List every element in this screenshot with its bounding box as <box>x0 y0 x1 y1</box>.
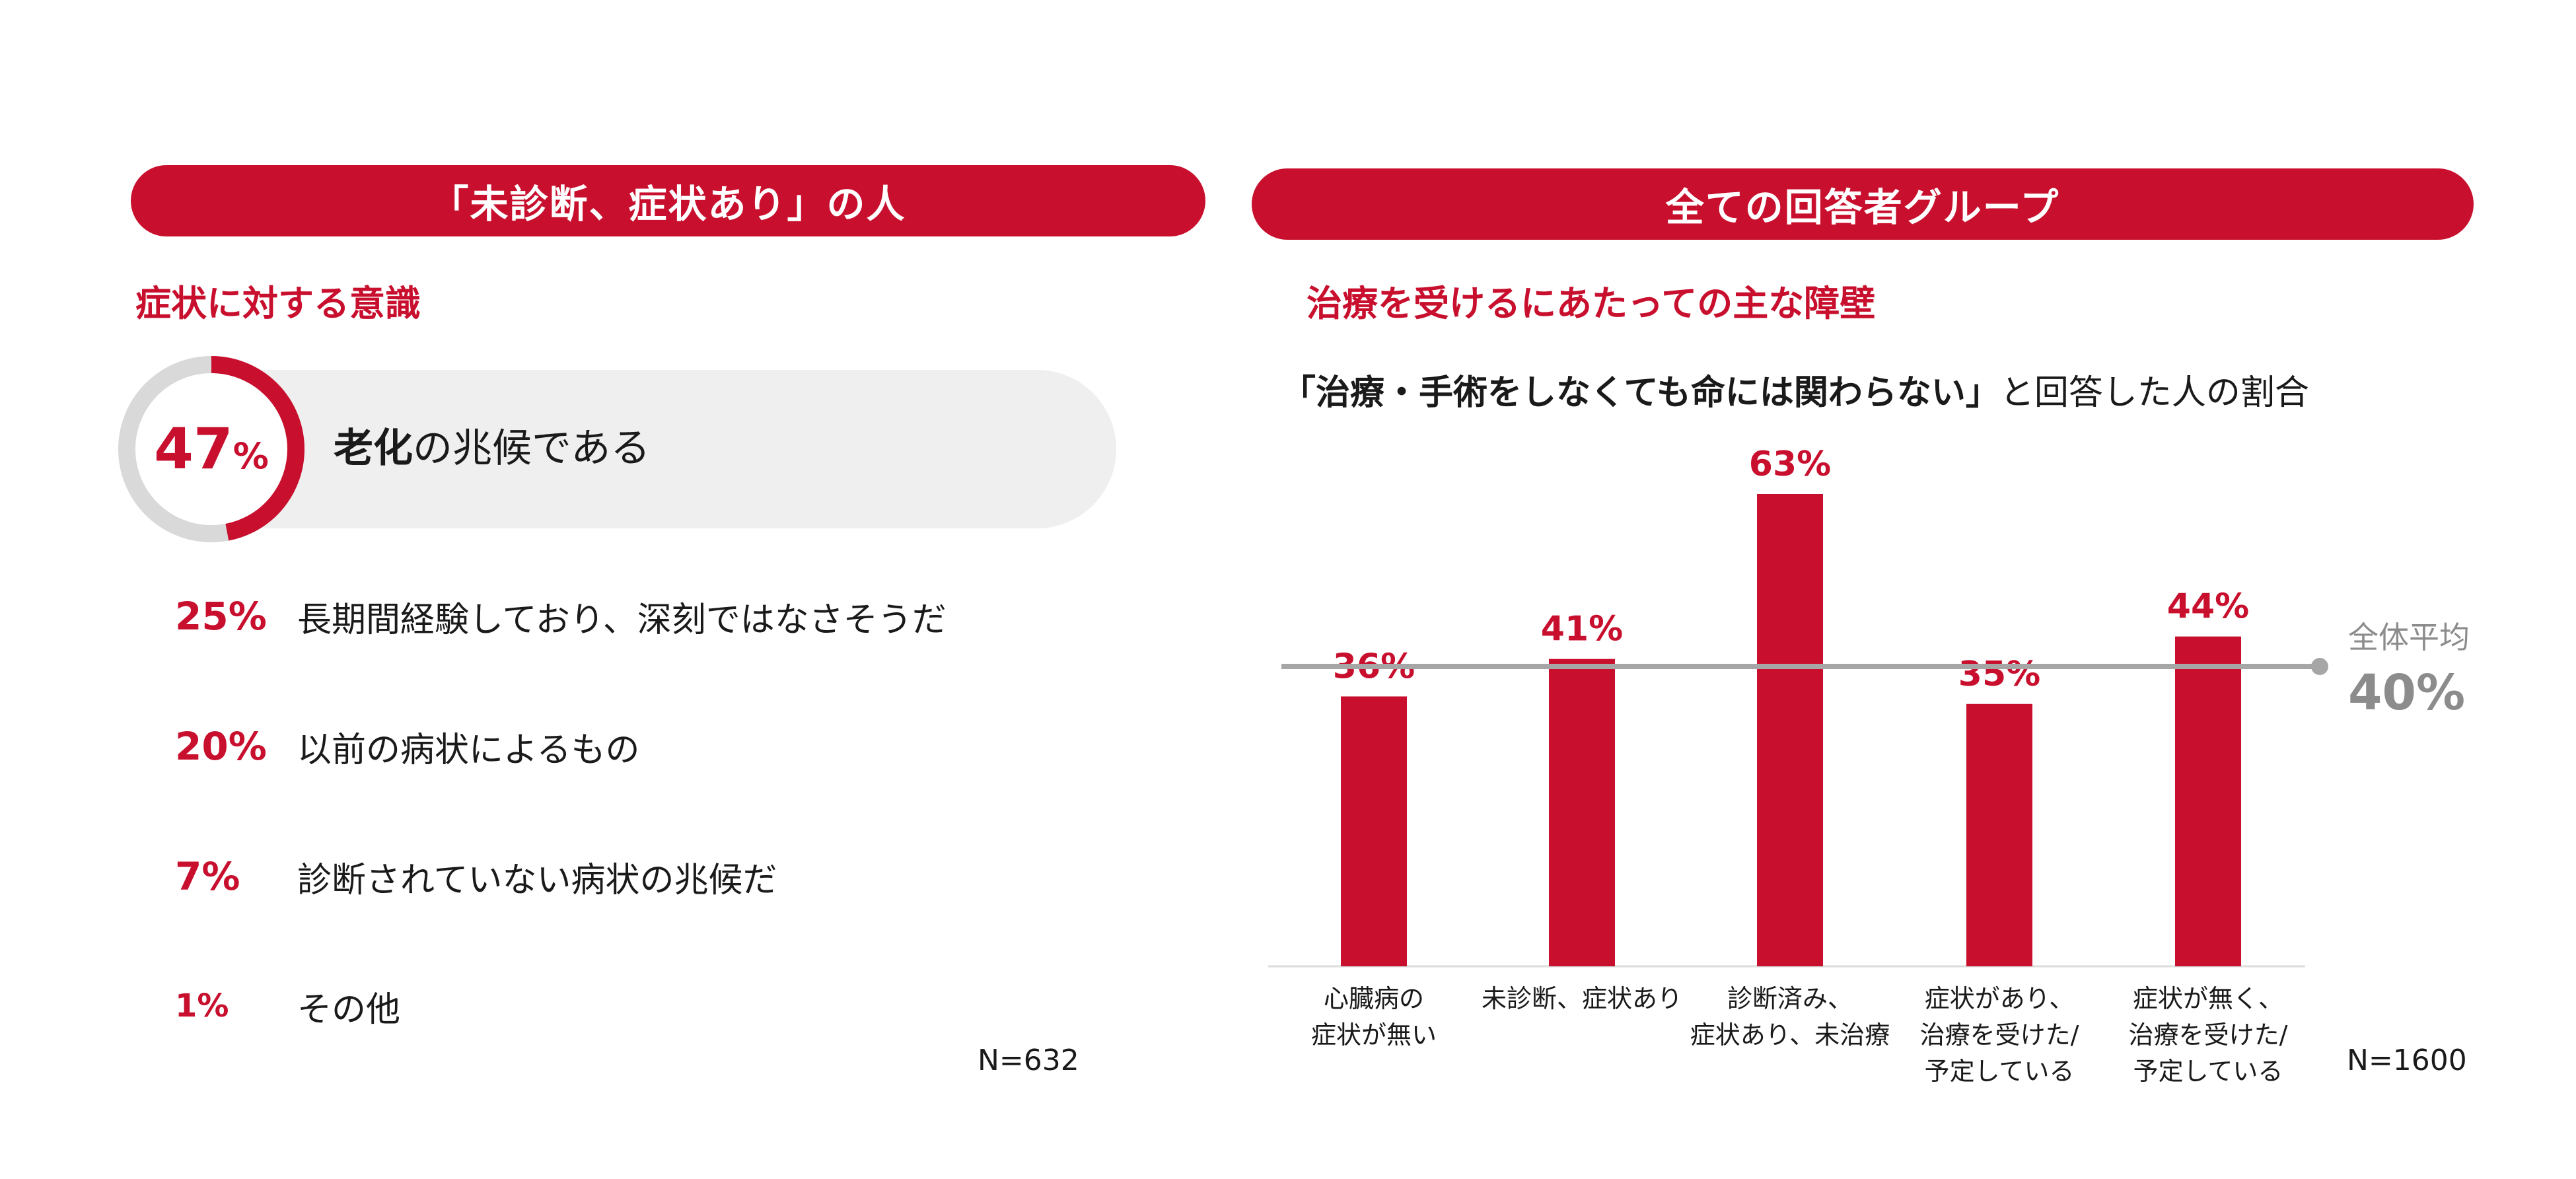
list-item-pct: 20% <box>175 724 267 769</box>
category-label: 予定している <box>1925 1057 2075 1086</box>
bar-value-label: 44% <box>2167 587 2249 627</box>
category-label: 治療を受けた/ <box>2129 1020 2288 1050</box>
right-panel-header: 全ての回答者グループ <box>1252 168 2474 240</box>
left-sample-size: N=632 <box>978 1044 1079 1077</box>
left-section-title: 症状に対する意識 <box>135 283 421 324</box>
list-item-label: その他 <box>297 989 401 1030</box>
highlight-value: 47 % <box>112 350 310 548</box>
category-label: 未診断、症状あり <box>1482 984 1682 1013</box>
list-item-label: 長期間経験しており、深刻ではなさそうだ <box>297 600 947 640</box>
list-item-pct: 7% <box>175 854 240 899</box>
bar <box>1966 703 2032 966</box>
bar-value-label: 63% <box>1749 445 1831 484</box>
category-label: 診断済み、 <box>1727 984 1853 1013</box>
category-label: 症状があり、 <box>1925 984 2074 1013</box>
highlight-value-number: 47 <box>154 416 233 482</box>
list-item-pct: 1% <box>175 987 229 1024</box>
highlight-label-bold: 老化 <box>334 425 413 472</box>
category-label: 症状が無く、 <box>2133 984 2283 1013</box>
chart-subtitle-rest: と回答した人の割合 <box>1999 373 2309 413</box>
chart-subtitle: 「治療・手術をしなくても命には関わらない」と回答した人の割合 <box>1281 365 2309 414</box>
list-item: 25% 長期間経験しており、深刻ではなさそうだ <box>175 587 947 646</box>
bar-value-label: 35% <box>1958 655 2040 694</box>
bar <box>2175 636 2241 966</box>
category-label: 予定している <box>2133 1057 2283 1086</box>
highlight-donut <box>118 356 304 542</box>
category-label: 症状あり、未治療 <box>1690 1020 1890 1050</box>
donut-center <box>132 370 291 528</box>
right-sample-size: N=1600 <box>2347 1044 2467 1077</box>
category-label: 心臓病の <box>1324 984 1424 1013</box>
category-label: 治療を受けた/ <box>1920 1020 2079 1050</box>
highlight-value-pct-sign: % <box>233 435 269 477</box>
highlight-bar <box>192 370 1116 528</box>
right-section-title: 治療を受けるにあたっての主な障壁 <box>1306 283 1876 324</box>
donut-arc <box>118 356 304 542</box>
average-value: 40% <box>2348 664 2465 721</box>
list-item: 1% その他 <box>175 976 400 1036</box>
bar <box>1757 494 1823 966</box>
bar-value-label: 41% <box>1541 610 1623 649</box>
list-item: 7% 診断されていない病状の兆候だ <box>175 847 777 906</box>
list-item-pct: 25% <box>175 594 267 639</box>
list-item: 20% 以前の病状によるもの <box>175 717 639 776</box>
list-item-label: 診断されていない病状の兆候だ <box>297 860 777 900</box>
chart-subtitle-bold: 「治療・手術をしなくても命には関わらない」 <box>1281 373 2000 413</box>
highlight-label: 老化の兆候である <box>334 416 650 474</box>
average-label: 全体平均 <box>2348 620 2470 655</box>
highlight-label-rest: の兆候である <box>413 425 651 472</box>
list-item-label: 以前の病状によるもの <box>297 730 640 770</box>
average-line-marker <box>2311 658 2328 676</box>
bar <box>1549 659 1615 966</box>
category-label: 症状が無い <box>1311 1020 1437 1050</box>
left-panel-header: 「未診断、症状あり」の人 <box>131 165 1205 236</box>
bar <box>1341 696 1407 966</box>
